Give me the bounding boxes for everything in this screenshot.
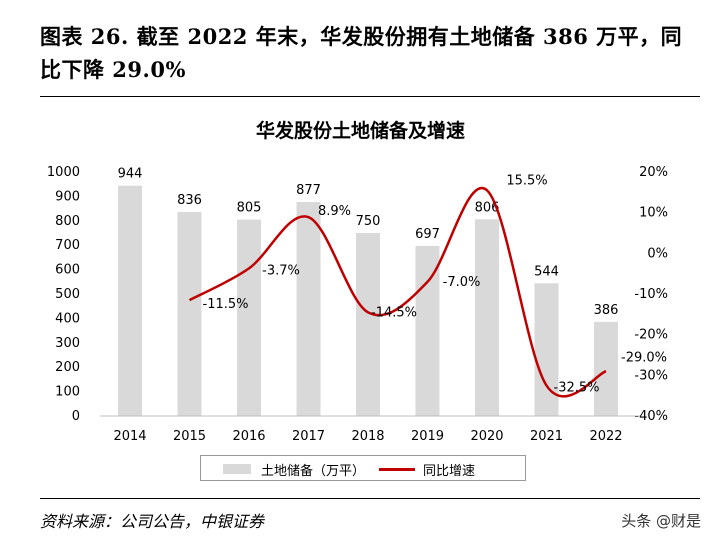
y-left-tick-label: 400 bbox=[55, 311, 80, 326]
bar-land-reserve bbox=[475, 219, 499, 416]
y-right-tick-label: -30% bbox=[634, 368, 668, 383]
chart-legend: 土地储备（万平） 同比增速 bbox=[200, 455, 526, 481]
x-tick-label: 2015 bbox=[173, 429, 206, 444]
y-left-tick-label: 600 bbox=[55, 263, 80, 278]
legend-bar-label: 土地储备（万平） bbox=[261, 464, 366, 479]
bar-land-reserve bbox=[177, 212, 202, 416]
top-rule bbox=[40, 96, 700, 97]
growth-rate-label: -7.0% bbox=[443, 275, 481, 290]
chart-title: 华发股份土地储备及增速 bbox=[255, 120, 465, 142]
y-right-tick-label: 10% bbox=[639, 206, 668, 221]
x-tick-label: 2020 bbox=[470, 429, 503, 444]
bottom-rule bbox=[40, 498, 700, 499]
growth-rate-label: 15.5% bbox=[506, 173, 547, 188]
bar-value-label: 806 bbox=[475, 200, 500, 215]
y-left-tick-label: 800 bbox=[55, 214, 80, 229]
y-left-tick-label: 500 bbox=[55, 287, 80, 302]
x-tick-label: 2021 bbox=[530, 429, 563, 444]
bar-value-label: 836 bbox=[177, 193, 202, 208]
bar-value-label: 944 bbox=[118, 167, 143, 182]
y-left-tick-label: 700 bbox=[55, 238, 80, 253]
watermark: 头条 @财是 bbox=[621, 512, 701, 530]
x-tick-label: 2018 bbox=[351, 429, 384, 444]
growth-rate-label: 8.9% bbox=[318, 204, 351, 219]
bar-value-label: 805 bbox=[237, 201, 262, 216]
y-right-tick-label: -10% bbox=[634, 287, 668, 302]
bar-land-reserve bbox=[237, 219, 261, 416]
x-tick-label: 2019 bbox=[411, 429, 444, 444]
bar-land-reserve bbox=[415, 245, 440, 416]
bar-value-label: 697 bbox=[415, 227, 440, 242]
growth-rate-label: -29.0% bbox=[621, 350, 667, 365]
bar-value-label: 544 bbox=[534, 264, 559, 279]
bar-value-label: 750 bbox=[356, 214, 381, 229]
growth-rate-label: -11.5% bbox=[203, 297, 249, 312]
x-tick-label: 2017 bbox=[292, 429, 325, 444]
x-tick-label: 2016 bbox=[232, 429, 265, 444]
y-left-tick-label: 100 bbox=[55, 385, 80, 400]
y-right-tick-label: -40% bbox=[634, 409, 668, 424]
growth-rate-line bbox=[188, 186, 607, 398]
bar-land-reserve bbox=[118, 185, 142, 416]
bar-land-reserve bbox=[296, 202, 321, 416]
y-right-tick-label: -20% bbox=[634, 328, 668, 343]
growth-rate-label: -3.7% bbox=[262, 263, 300, 278]
bar-land-reserve bbox=[356, 233, 380, 416]
y-left-tick-label: 200 bbox=[55, 360, 80, 375]
bar-land-reserve bbox=[534, 283, 559, 416]
legend-bar-swatch bbox=[223, 464, 251, 474]
source-note: 资料来源：公司公告，中银证券 bbox=[40, 512, 265, 531]
x-tick-label: 2022 bbox=[589, 429, 622, 444]
figure-heading: 图表 26. 截至 2022 年末，华发股份拥有土地储备 386 万平，同比下降… bbox=[40, 24, 683, 82]
y-left-tick-label: 300 bbox=[55, 336, 80, 351]
y-right-tick-label: 0% bbox=[647, 246, 668, 261]
y-right-tick-label: 20% bbox=[639, 165, 668, 180]
y-left-tick-label: 0 bbox=[72, 409, 80, 424]
legend-line-label: 同比增速 bbox=[423, 464, 476, 479]
growth-rate-label: -14.5% bbox=[371, 305, 417, 320]
legend-line-swatch bbox=[379, 468, 415, 471]
bar-value-label: 386 bbox=[594, 303, 619, 318]
y-left-tick-label: 900 bbox=[55, 189, 80, 204]
bar-value-label: 877 bbox=[296, 183, 321, 198]
x-tick-label: 2014 bbox=[113, 429, 146, 444]
growth-rate-label: -32.5% bbox=[554, 381, 600, 396]
y-left-tick-label: 1000 bbox=[47, 165, 80, 180]
bar-land-reserve bbox=[594, 321, 618, 416]
